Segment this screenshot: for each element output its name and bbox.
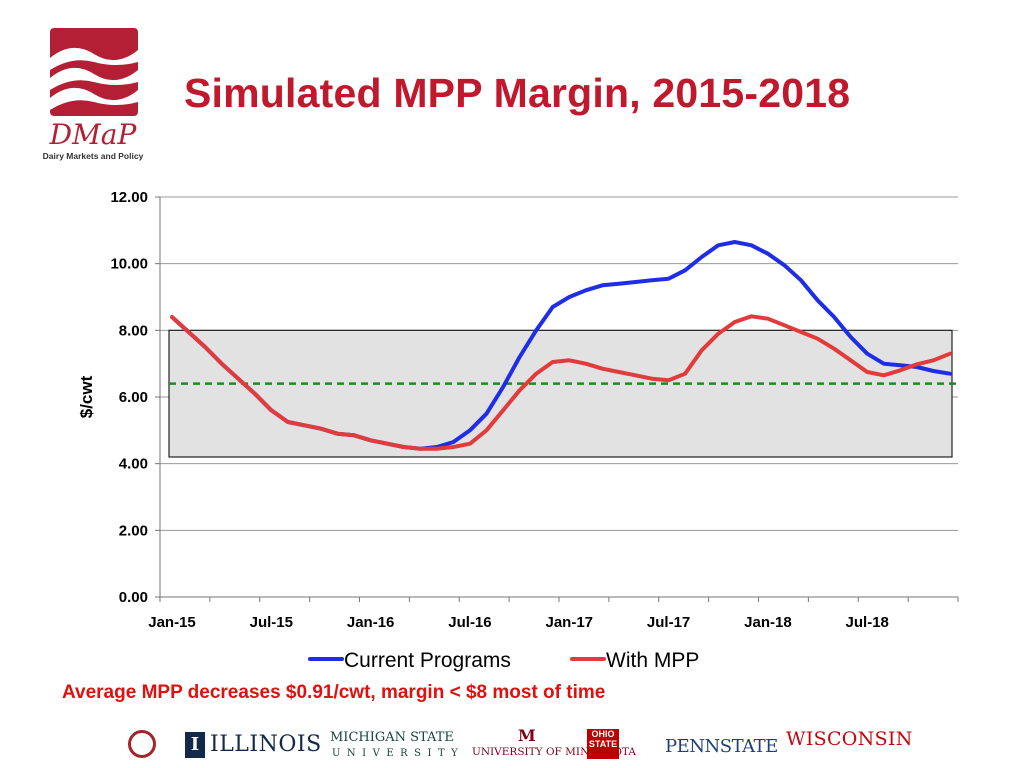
y-tick-label: 4.00 <box>119 456 148 473</box>
dmap-logo: DMaP Dairy Markets and Policy <box>36 28 150 162</box>
y-tick-label: 0.00 <box>119 589 148 606</box>
x-tick-label: Jul-15 <box>250 614 293 631</box>
y-tick-label: 10.00 <box>110 256 148 273</box>
legend-label: With MPP <box>606 649 699 672</box>
logo-tagline: Dairy Markets and Policy <box>42 151 144 161</box>
pennstate-logo: PENNSTATE <box>665 736 778 757</box>
chart-subtitle: Average MPP decreases $0.91/cwt, margin … <box>62 682 606 703</box>
x-tick-label: Jan-17 <box>546 614 594 631</box>
x-tick-label: Jan-18 <box>744 614 792 631</box>
legend-label: Current Programs <box>344 649 511 672</box>
illinois-logo: ILLINOIS <box>210 732 322 757</box>
margin-band <box>168 329 953 458</box>
michigan-state-logo-sub: UNIVERSITY <box>332 748 465 759</box>
wisconsin-logo: WISCONSIN <box>786 728 913 750</box>
university-logos: I ILLINOIS MICHIGAN STATE UNIVERSITY M U… <box>0 720 1024 768</box>
logo-name: DMaP <box>49 118 137 151</box>
x-tick-label: Jan-15 <box>148 614 196 631</box>
dmap-logo-icon <box>50 28 138 116</box>
x-tick-label: Jul-17 <box>647 614 690 631</box>
x-tick-label: Jan-16 <box>347 614 395 631</box>
minnesota-m-icon: M <box>518 726 536 745</box>
with-mpp-line <box>170 314 952 451</box>
x-tick-label: Jul-18 <box>846 614 889 631</box>
michigan-state-logo: MICHIGAN STATE <box>330 730 454 745</box>
illinois-i-icon: I <box>185 732 205 758</box>
y-tick-label: 12.00 <box>110 189 148 206</box>
x-tick-label: Jul-16 <box>448 614 491 631</box>
y-tick-label: 8.00 <box>119 322 148 339</box>
ohio-state-logo: OHIO STATE <box>587 729 619 759</box>
y-tick-label: 6.00 <box>119 389 148 406</box>
cornell-seal-icon <box>128 730 156 758</box>
y-axis-label: $/cwt <box>77 375 96 418</box>
y-tick-label: 2.00 <box>119 522 148 539</box>
margin-line-chart: 0.00 2.00 4.00 6.00 8.00 10.00 12.00 Jan-15 Jul-… <box>77 189 959 672</box>
page-title: Simulated MPP Margin, 2015-2018 <box>184 70 851 116</box>
